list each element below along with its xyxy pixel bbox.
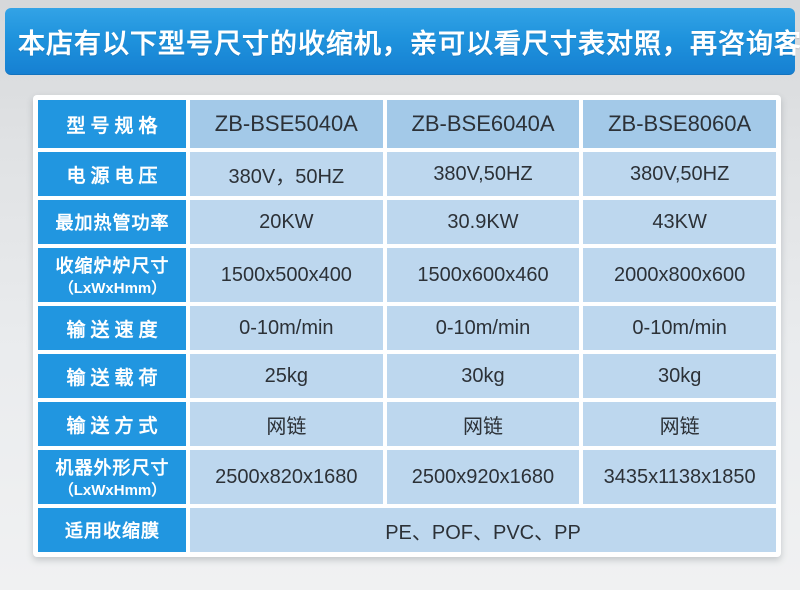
spec-value-cell-merged: PE、POF、PVC、PP (190, 508, 776, 552)
spec-value-cell: 0-10m/min (583, 306, 776, 350)
spec-value-cell: 网链 (386, 402, 580, 446)
spec-label-text: 收缩炉炉尺寸 (55, 256, 170, 276)
spec-value-cell: ZB-BSE6040A (386, 100, 580, 148)
table-row: 电源电压 380V，50HZ 380V,50HZ 380V,50HZ (38, 152, 776, 196)
spec-value-cell: 20KW (190, 200, 383, 244)
spec-value-cell: ZB-BSE8060A (583, 100, 776, 148)
spec-value-cell: 30.9KW (386, 200, 580, 244)
spec-label-cell: 最加热管功率 (38, 200, 186, 244)
spec-value-cell: ZB-BSE5040A (190, 100, 383, 148)
spec-value-cell: 30kg (386, 354, 580, 398)
table-row: 收缩炉炉尺寸 （LxWxHmm） 1500x500x400 1500x600x4… (38, 248, 776, 302)
spec-label-cell: 输送方式 (38, 402, 186, 446)
table-row: 输送方式 网链 网链 网链 (38, 402, 776, 446)
spec-label-subtext: （LxWxHmm） (58, 482, 167, 499)
spec-value-cell: 2000x800x600 (583, 248, 776, 302)
table-row: 最加热管功率 20KW 30.9KW 43KW (38, 200, 776, 244)
table-row: 输送载荷 25kg 30kg 30kg (38, 354, 776, 398)
table-row: 适用收缩膜 PE、POF、PVC、PP (38, 508, 776, 552)
spec-label-cell: 适用收缩膜 (38, 508, 186, 552)
spec-value-cell: 380V,50HZ (386, 152, 580, 196)
spec-value-cell: 380V，50HZ (190, 152, 383, 196)
spec-value-cell: 2500x920x1680 (386, 450, 580, 504)
spec-value-cell: 3435x1138x1850 (583, 450, 776, 504)
banner-text: 本店有以下型号尺寸的收缩机，亲可以看尺寸表对照，再咨询客服。 (18, 28, 800, 59)
table-row: 机器外形尺寸 （LxWxHmm） 2500x820x1680 2500x920x… (38, 450, 776, 504)
table-row: 型号规格 ZB-BSE5040A ZB-BSE6040A ZB-BSE8060A (38, 100, 776, 148)
spec-label-cell: 电源电压 (38, 152, 186, 196)
spec-label-cell: 输送速度 (38, 306, 186, 350)
spec-value-cell: 380V,50HZ (583, 152, 776, 196)
spec-label-subtext: （LxWxHmm） (58, 280, 167, 297)
spec-value-cell: 2500x820x1680 (190, 450, 383, 504)
spec-label-cell: 输送载荷 (38, 354, 186, 398)
spec-table: 型号规格 ZB-BSE5040A ZB-BSE6040A ZB-BSE8060A… (34, 96, 780, 556)
spec-value-cell: 0-10m/min (190, 306, 383, 350)
spec-value-cell: 25kg (190, 354, 383, 398)
spec-label-text: 机器外形尺寸 (55, 458, 170, 478)
spec-value-cell: 0-10m/min (386, 306, 580, 350)
spec-value-cell: 43KW (583, 200, 776, 244)
spec-value-cell: 1500x600x460 (386, 248, 580, 302)
spec-value-cell: 30kg (583, 354, 776, 398)
spec-table-card: 型号规格 ZB-BSE5040A ZB-BSE6040A ZB-BSE8060A… (33, 95, 781, 557)
spec-value-cell: 网链 (583, 402, 776, 446)
spec-label-cell: 机器外形尺寸 （LxWxHmm） (38, 450, 186, 504)
spec-value-cell: 1500x500x400 (190, 248, 383, 302)
spec-value-cell: 网链 (190, 402, 383, 446)
spec-label-cell: 型号规格 (38, 100, 186, 148)
banner: 本店有以下型号尺寸的收缩机，亲可以看尺寸表对照，再咨询客服。 (5, 8, 800, 75)
table-row: 输送速度 0-10m/min 0-10m/min 0-10m/min (38, 306, 776, 350)
spec-label-cell: 收缩炉炉尺寸 （LxWxHmm） (38, 248, 186, 302)
